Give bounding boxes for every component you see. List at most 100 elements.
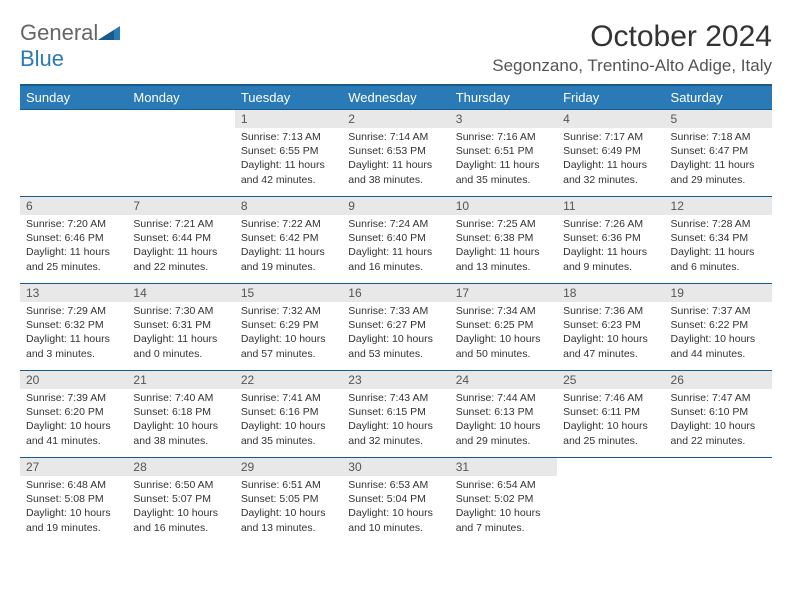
day-number: 25 xyxy=(557,371,664,389)
sunrise-line: Sunrise: 7:44 AM xyxy=(456,392,536,404)
day-number: 15 xyxy=(235,284,342,302)
calendar-day-cell: 24Sunrise: 7:44 AMSunset: 6:13 PMDayligh… xyxy=(450,371,557,458)
weekday-header-row: Sunday Monday Tuesday Wednesday Thursday… xyxy=(20,85,772,110)
calendar-day-cell: 3Sunrise: 7:16 AMSunset: 6:51 PMDaylight… xyxy=(450,110,557,197)
day-number: 20 xyxy=(20,371,127,389)
day-details: Sunrise: 7:36 AMSunset: 6:23 PMDaylight:… xyxy=(557,302,664,363)
daylight-line: Daylight: 10 hours and 7 minutes. xyxy=(456,507,541,533)
weekday-header: Wednesday xyxy=(342,85,449,110)
sunrise-line: Sunrise: 6:53 AM xyxy=(348,479,428,491)
day-details: Sunrise: 7:40 AMSunset: 6:18 PMDaylight:… xyxy=(127,389,234,450)
weekday-header: Sunday xyxy=(20,85,127,110)
daylight-line: Daylight: 10 hours and 16 minutes. xyxy=(133,507,218,533)
day-number: 9 xyxy=(342,197,449,215)
daylight-line: Daylight: 10 hours and 35 minutes. xyxy=(241,420,326,446)
sunrise-line: Sunrise: 7:32 AM xyxy=(241,305,321,317)
calendar-day-cell: 4Sunrise: 7:17 AMSunset: 6:49 PMDaylight… xyxy=(557,110,664,197)
daylight-line: Daylight: 10 hours and 25 minutes. xyxy=(563,420,648,446)
day-number: 22 xyxy=(235,371,342,389)
calendar-day-cell: 12Sunrise: 7:28 AMSunset: 6:34 PMDayligh… xyxy=(665,197,772,284)
day-details: Sunrise: 7:16 AMSunset: 6:51 PMDaylight:… xyxy=(450,128,557,189)
day-details: Sunrise: 7:17 AMSunset: 6:49 PMDaylight:… xyxy=(557,128,664,189)
weekday-header: Saturday xyxy=(665,85,772,110)
sunset-line: Sunset: 5:05 PM xyxy=(241,493,319,505)
page-header: General Blue October 2024 Segonzano, Tre… xyxy=(20,20,772,76)
sunset-line: Sunset: 6:10 PM xyxy=(671,406,749,418)
day-details: Sunrise: 7:14 AMSunset: 6:53 PMDaylight:… xyxy=(342,128,449,189)
calendar-week-row: 1Sunrise: 7:13 AMSunset: 6:55 PMDaylight… xyxy=(20,110,772,197)
day-number: 1 xyxy=(235,110,342,128)
calendar-day-cell: 6Sunrise: 7:20 AMSunset: 6:46 PMDaylight… xyxy=(20,197,127,284)
sunrise-line: Sunrise: 6:50 AM xyxy=(133,479,213,491)
sunrise-line: Sunrise: 6:48 AM xyxy=(26,479,106,491)
calendar-day-cell: 20Sunrise: 7:39 AMSunset: 6:20 PMDayligh… xyxy=(20,371,127,458)
sunset-line: Sunset: 5:08 PM xyxy=(26,493,104,505)
logo-word2: Blue xyxy=(20,46,64,71)
daylight-line: Daylight: 10 hours and 22 minutes. xyxy=(671,420,756,446)
logo: General Blue xyxy=(20,20,120,72)
day-details: Sunrise: 7:47 AM Sunset: 6:10 PM Daylight:… xyxy=(665,389,772,450)
sunrise-line: Sunrise: 7:13 AM xyxy=(241,131,321,143)
calendar-day-cell: 31Sunrise: 6:54 AMSunset: 5:02 PMDayligh… xyxy=(450,458,557,545)
sunrise-line: Sunrise: 7:18 AM xyxy=(671,131,751,143)
calendar-day-cell: 8Sunrise: 7:22 AMSunset: 6:42 PMDaylight… xyxy=(235,197,342,284)
day-details: Sunrise: 7:41 AMSunset: 6:16 PMDaylight:… xyxy=(235,389,342,450)
calendar-day-cell: 11Sunrise: 7:26 AMSunset: 6:36 PMDayligh… xyxy=(557,197,664,284)
day-details: Sunrise: 7:24 AMSunset: 6:40 PMDaylight:… xyxy=(342,215,449,276)
daylight-line: Daylight: 11 hours and 13 minutes. xyxy=(456,246,540,272)
sunrise-line: Sunrise: 7:25 AM xyxy=(456,218,536,230)
day-details: Sunrise: 7:34 AMSunset: 6:25 PMDaylight:… xyxy=(450,302,557,363)
calendar-day-cell: 27Sunrise: 6:48 AMSunset: 5:08 PMDayligh… xyxy=(20,458,127,545)
calendar-day-cell: 1Sunrise: 7:13 AMSunset: 6:55 PMDaylight… xyxy=(235,110,342,197)
calendar-day-cell: 25Sunrise: 7:46 AMSunset: 6:11 PMDayligh… xyxy=(557,371,664,458)
location-text: Segonzano, Trentino-Alto Adige, Italy xyxy=(492,56,772,76)
daylight-line: Daylight: 10 hours and 47 minutes. xyxy=(563,333,648,359)
day-details: Sunrise: 6:53 AMSunset: 5:04 PMDaylight:… xyxy=(342,476,449,537)
day-number: 16 xyxy=(342,284,449,302)
sunset-line: Sunset: 6:32 PM xyxy=(26,319,104,331)
day-number: 11 xyxy=(557,197,664,215)
daylight-line: Daylight: 11 hours and 0 minutes. xyxy=(133,333,217,359)
day-number: 14 xyxy=(127,284,234,302)
calendar-day-cell: 15Sunrise: 7:32 AMSunset: 6:29 PMDayligh… xyxy=(235,284,342,371)
daylight-line: Daylight: 11 hours and 9 minutes. xyxy=(563,246,647,272)
weekday-header: Friday xyxy=(557,85,664,110)
day-details: Sunrise: 7:43 AMSunset: 6:15 PMDaylight:… xyxy=(342,389,449,450)
day-details: Sunrise: 6:48 AMSunset: 5:08 PMDaylight:… xyxy=(20,476,127,537)
day-number: 7 xyxy=(127,197,234,215)
daylight-line: Daylight: 11 hours and 16 minutes. xyxy=(348,246,432,272)
daylight-line: Daylight: 10 hours and 38 minutes. xyxy=(133,420,218,446)
weekday-header: Thursday xyxy=(450,85,557,110)
day-details: Sunrise: 7:28 AMSunset: 6:34 PMDaylight:… xyxy=(665,215,772,276)
day-details: Sunrise: 7:25 AMSunset: 6:38 PMDaylight:… xyxy=(450,215,557,276)
calendar-day-cell: 23Sunrise: 7:43 AMSunset: 6:15 PMDayligh… xyxy=(342,371,449,458)
sunset-line: Sunset: 5:02 PM xyxy=(456,493,534,505)
sunrise-line: Sunrise: 7:43 AM xyxy=(348,392,428,404)
sunset-line: Sunset: 6:51 PM xyxy=(456,145,534,157)
day-details: Sunrise: 7:30 AMSunset: 6:31 PMDaylight:… xyxy=(127,302,234,363)
sunset-line: Sunset: 6:16 PM xyxy=(241,406,319,418)
calendar-table: Sunday Monday Tuesday Wednesday Thursday… xyxy=(20,84,772,544)
sunrise-line: Sunrise: 7:22 AM xyxy=(241,218,321,230)
day-details: Sunrise: 7:29 AMSunset: 6:32 PMDaylight:… xyxy=(20,302,127,363)
calendar-day-cell xyxy=(665,458,772,545)
calendar-day-cell: 17Sunrise: 7:34 AMSunset: 6:25 PMDayligh… xyxy=(450,284,557,371)
sunrise-line: Sunrise: 7:20 AM xyxy=(26,218,106,230)
sunrise-line: Sunrise: 7:34 AM xyxy=(456,305,536,317)
day-details: Sunrise: 7:26 AMSunset: 6:36 PMDaylight:… xyxy=(557,215,664,276)
day-details: Sunrise: 7:33 AMSunset: 6:27 PMDaylight:… xyxy=(342,302,449,363)
sunrise-line: Sunrise: 6:54 AM xyxy=(456,479,536,491)
calendar-day-cell: 10Sunrise: 7:25 AMSunset: 6:38 PMDayligh… xyxy=(450,197,557,284)
sunset-line: Sunset: 6:11 PM xyxy=(563,406,640,418)
sunrise-line: Sunrise: 7:24 AM xyxy=(348,218,428,230)
sunrise-line: Sunrise: 7:26 AM xyxy=(563,218,643,230)
daylight-line: Daylight: 11 hours and 22 minutes. xyxy=(133,246,217,272)
calendar-day-cell: 14Sunrise: 7:30 AMSunset: 6:31 PMDayligh… xyxy=(127,284,234,371)
sunrise-line: Sunrise: 7:14 AM xyxy=(348,131,428,143)
calendar-day-cell xyxy=(557,458,664,545)
sunrise-line: Sunrise: 7:47 AM xyxy=(671,392,751,404)
sunset-line: Sunset: 6:25 PM xyxy=(456,319,534,331)
calendar-day-cell: 9Sunrise: 7:24 AMSunset: 6:40 PMDaylight… xyxy=(342,197,449,284)
sunset-line: Sunset: 6:18 PM xyxy=(133,406,211,418)
calendar-day-cell: 29Sunrise: 6:51 AMSunset: 5:05 PMDayligh… xyxy=(235,458,342,545)
